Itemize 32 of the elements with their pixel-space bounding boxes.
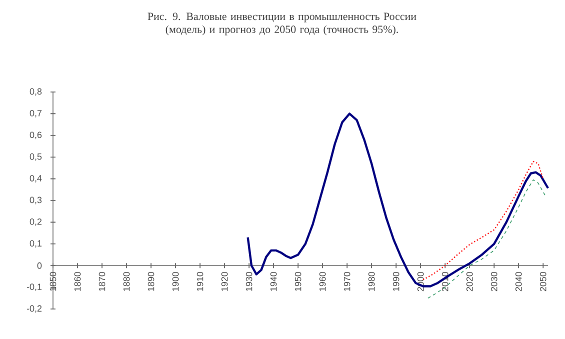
x-tick-label: 2030 xyxy=(490,272,498,292)
y-tick-label: 0,6 xyxy=(30,132,42,140)
x-tick-label: 1890 xyxy=(148,272,154,291)
y-tick-label: 0,8 xyxy=(30,88,42,96)
x-tick-label: 1860 xyxy=(74,272,81,291)
y-tick-label: 0,5 xyxy=(30,153,42,161)
x-tick-label: 2050 xyxy=(540,272,546,292)
x-tick-label: 1870 xyxy=(98,272,106,291)
y-tick-label: 0,2 xyxy=(30,218,42,226)
y-tick-label: -0,1 xyxy=(26,284,42,292)
x-tick-label: 1990 xyxy=(392,272,400,291)
x-tick-label: 1910 xyxy=(196,272,204,291)
y-tick-label: 0 xyxy=(37,262,42,269)
x-tick-label: 1900 xyxy=(172,272,179,291)
y-tick-label: 0,4 xyxy=(30,175,42,182)
x-tick-label: 1960 xyxy=(319,272,326,291)
line-series xyxy=(428,179,546,299)
chart-title: Рис. 9. Валовые инвестиции в промышленность России (модель) и прогноз до 2050 года (точность 95%). xyxy=(148,12,416,36)
x-tick-label: 1850 xyxy=(50,272,56,291)
x-tick-label: 1970 xyxy=(344,272,350,291)
x-tick-label: 1980 xyxy=(368,272,375,291)
x-tick-label: 2020 xyxy=(466,272,473,292)
y-tick-label: -0,2 xyxy=(26,305,42,313)
y-tick-label: 0,7 xyxy=(30,110,42,118)
y-tick-label: 0,1 xyxy=(30,240,42,248)
x-tick-label: 1950 xyxy=(294,272,302,291)
x-tick-label: 1930 xyxy=(246,272,252,291)
x-tick-label: 2040 xyxy=(515,272,522,292)
x-tick-label: 1920 xyxy=(221,272,228,291)
y-tick-label: 0,3 xyxy=(30,196,42,204)
x-tick-label: 1940 xyxy=(270,272,277,291)
x-tick-label: 1880 xyxy=(123,272,130,291)
